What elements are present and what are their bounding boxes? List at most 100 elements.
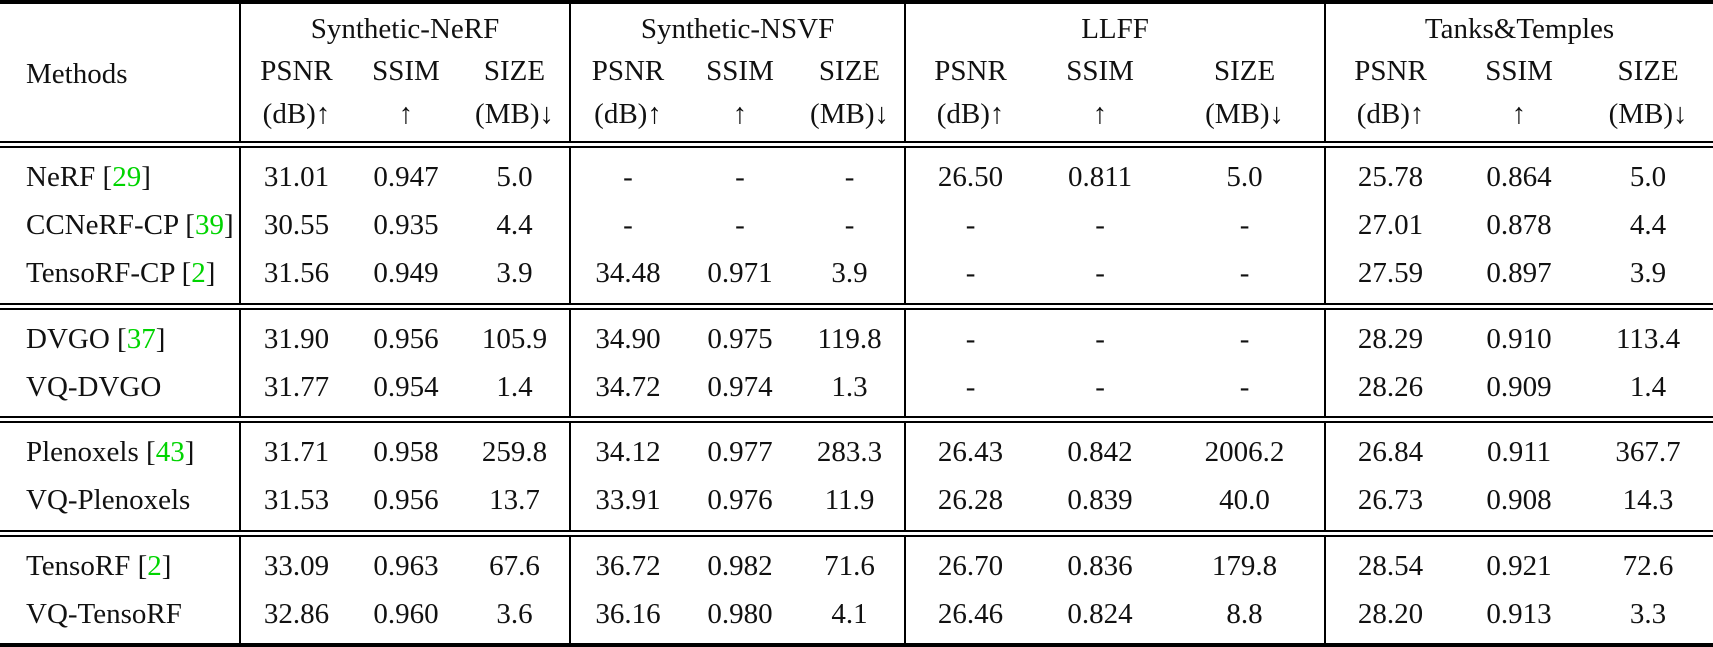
metric-value: 71.6 xyxy=(824,549,875,582)
table-row: VQ-Plenoxels 31.53 0.956 13.7 33.91 0.976 11.9… xyxy=(0,476,1713,533)
metric-value: - xyxy=(1095,257,1105,290)
col-header-size: SIZE xyxy=(1213,55,1276,88)
metric-value: - xyxy=(1239,370,1250,403)
col-unit-up-arrow: ↑ xyxy=(732,97,748,130)
citation-number: 2 xyxy=(147,549,162,582)
method-name-cell: VQ-DVGO xyxy=(0,363,240,420)
table-row: VQ-TensoRF 32.86 0.960 3.6 36.16 0.980 4.1 26.4… xyxy=(0,589,1713,645)
method-name: VQ-DVGO xyxy=(26,370,162,403)
metric-value: 13.7 xyxy=(489,484,540,517)
metric-value: 0.982 xyxy=(707,549,773,582)
metric-value: 119.8 xyxy=(817,322,882,355)
methods-column-header: Methods xyxy=(26,58,128,91)
metric-value: 0.963 xyxy=(373,549,439,582)
metric-value: 0.956 xyxy=(373,484,439,517)
metric-value: 0.976 xyxy=(707,484,773,517)
col-header-ssim: SSIM xyxy=(706,55,774,88)
col-unit-mb-down: (MB)↓ xyxy=(475,97,554,130)
metric-value: 27.01 xyxy=(1324,201,1456,250)
metric-value: - xyxy=(1239,322,1250,355)
metric-value: 26.73 xyxy=(1324,476,1456,533)
method-name: TensoRF xyxy=(26,549,131,582)
metric-value: 26.43 xyxy=(904,419,1036,477)
metric-value: 36.16 xyxy=(569,589,686,645)
col-unit-db-up: (dB)↑ xyxy=(239,92,352,145)
method-name-cell: TensoRF-CP [2] xyxy=(26,257,216,290)
metric-value: - xyxy=(1239,257,1250,290)
metric-value: - xyxy=(735,209,745,241)
metric-value: - xyxy=(904,201,1036,250)
metric-value: 0.878 xyxy=(1486,209,1552,241)
metric-value: 367.7 xyxy=(1615,436,1681,468)
citation-number: 39 xyxy=(194,209,224,241)
metric-value: - xyxy=(904,306,1036,363)
metric-value: 34.90 xyxy=(569,306,686,363)
metric-value: 28.26 xyxy=(1324,362,1456,420)
table-row: TensoRF [2] 33.09 0.963 67.6 36.72 0.982 71.6 2… xyxy=(0,533,1713,590)
metric-value: 26.46 xyxy=(904,589,1036,645)
metric-value: 31.71 xyxy=(239,419,352,477)
method-name: VQ-TensoRF xyxy=(26,597,182,630)
col-unit-db-up: (dB)↑ xyxy=(904,92,1036,145)
metric-value: - xyxy=(1239,209,1250,241)
dataset-header-llff: LLFF xyxy=(904,2,1326,51)
table-row: VQ-DVGO 31.77 0.954 1.4 34.72 0.974 1.3 - - - 28.2… xyxy=(0,362,1713,420)
col-unit-up-arrow: ↑ xyxy=(1511,97,1527,130)
metric-value: 31.56 xyxy=(239,249,352,306)
row-group-2: Plenoxels [43] 31.71 0.958 259.8 34.12 0.977 2… xyxy=(0,419,1713,533)
metric-value: 0.956 xyxy=(373,322,439,355)
col-unit-up-arrow: ↑ xyxy=(398,97,414,130)
metric-value: 11.9 xyxy=(824,484,875,517)
metric-value: 259.8 xyxy=(481,436,548,468)
metric-value: 31.90 xyxy=(239,306,352,363)
metric-value: 0.954 xyxy=(373,370,439,403)
method-name-cell: DVGO [37] xyxy=(26,322,166,355)
row-group-0: NeRF [29] 31.01 0.947 5.0- - -26.50 0.811 5.0 25… xyxy=(0,144,1713,306)
metric-value: 27.59 xyxy=(1324,249,1456,306)
col-header-psnr: PSNR xyxy=(1324,50,1456,93)
metric-value: 3.6 xyxy=(496,597,533,630)
metric-value: - xyxy=(1095,209,1105,241)
citation-number: 37 xyxy=(126,322,156,355)
method-name-cell: VQ-Plenoxels xyxy=(0,476,240,533)
col-header-psnr: PSNR xyxy=(904,50,1036,93)
dataset-header-synthetic-nsvf: Synthetic-NSVF xyxy=(569,2,906,51)
metric-value: 0.949 xyxy=(373,257,439,290)
metric-value: 1.3 xyxy=(831,370,868,403)
metric-value: 28.54 xyxy=(1324,533,1456,590)
metric-value: - xyxy=(569,201,686,250)
metric-value: 34.72 xyxy=(569,362,686,420)
metric-value: 34.12 xyxy=(569,419,686,477)
metric-value: 31.01 xyxy=(239,144,352,201)
metric-value: 0.947 xyxy=(373,160,439,193)
method-name-cell: TensoRF [2] xyxy=(26,549,172,582)
metric-value: 0.824 xyxy=(1067,597,1133,630)
metric-value: 0.971 xyxy=(707,257,773,290)
method-name: TensoRF-CP xyxy=(26,257,175,290)
col-unit-up-arrow: ↑ xyxy=(1092,97,1108,130)
metric-value: 0.913 xyxy=(1486,597,1552,630)
col-unit-db-up: (dB)↑ xyxy=(569,92,686,145)
metric-value: 4.4 xyxy=(1629,209,1667,241)
dataset-header-tanks-temples: Tanks&Temples xyxy=(1324,2,1713,51)
metric-value: 26.84 xyxy=(1324,419,1456,477)
metric-value: 0.977 xyxy=(707,436,773,468)
metric-value: 0.908 xyxy=(1486,484,1552,517)
metric-value: - xyxy=(569,144,686,201)
table-header: Methods Synthetic-NeRF Synthetic-NSVF LL… xyxy=(0,2,1713,145)
metric-value: 40.0 xyxy=(1219,484,1270,517)
metric-value: 33.91 xyxy=(569,476,686,533)
metric-value: 2006.2 xyxy=(1204,436,1285,468)
metric-value: 0.980 xyxy=(707,597,773,630)
method-name-cell: VQ-TensoRF xyxy=(0,590,240,645)
metric-value: 0.839 xyxy=(1067,484,1133,517)
metric-value: 0.960 xyxy=(373,597,439,630)
metric-value: 0.958 xyxy=(373,436,439,468)
method-name-cell: CCNeRF-CP [39] xyxy=(26,209,234,241)
metric-value: 1.4 xyxy=(496,370,533,403)
col-header-psnr: PSNR xyxy=(239,50,352,93)
method-name: CCNeRF-CP xyxy=(26,209,179,241)
metric-value: - xyxy=(844,160,855,193)
metric-value: 32.86 xyxy=(239,589,352,645)
metric-value: - xyxy=(904,362,1036,420)
